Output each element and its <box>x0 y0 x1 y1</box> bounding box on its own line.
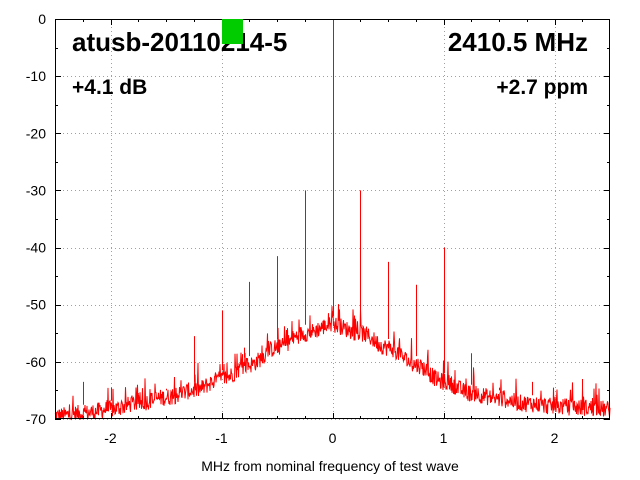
spectrum-trace <box>54 19 611 421</box>
y-tick-label: -20 <box>26 125 46 141</box>
gain-label: +4.1 dB <box>72 76 148 99</box>
x-tick-label: -2 <box>104 430 117 446</box>
device-title: atusb-20110214-5 <box>72 27 288 57</box>
y-tick-label: -10 <box>26 68 46 84</box>
y-tick-label: -70 <box>26 411 46 427</box>
x-axis-label: MHz from nominal frequency of test wave <box>201 458 459 474</box>
status-marker <box>222 19 243 44</box>
grid-lines <box>55 19 610 420</box>
y-axis-ticks: 0 -10 -20 -30 -40 -50 -60 -70 <box>26 11 610 427</box>
y-tick-label: -60 <box>26 354 46 370</box>
noise-floor-line <box>54 304 611 421</box>
x-tick-label: 0 <box>329 430 337 446</box>
plot-frame <box>55 19 610 419</box>
x-tick-label: 2 <box>551 430 559 446</box>
x-tick-label: 1 <box>440 430 448 446</box>
ppm-label: +2.7 ppm <box>496 76 588 99</box>
frequency-label: 2410.5 MHz <box>447 27 588 57</box>
y-tick-label: -30 <box>26 182 46 198</box>
y-tick-label: 0 <box>38 11 46 27</box>
x-tick-label: -1 <box>215 430 228 446</box>
y-tick-label: -40 <box>26 240 46 256</box>
y-tick-label: -50 <box>26 297 46 313</box>
